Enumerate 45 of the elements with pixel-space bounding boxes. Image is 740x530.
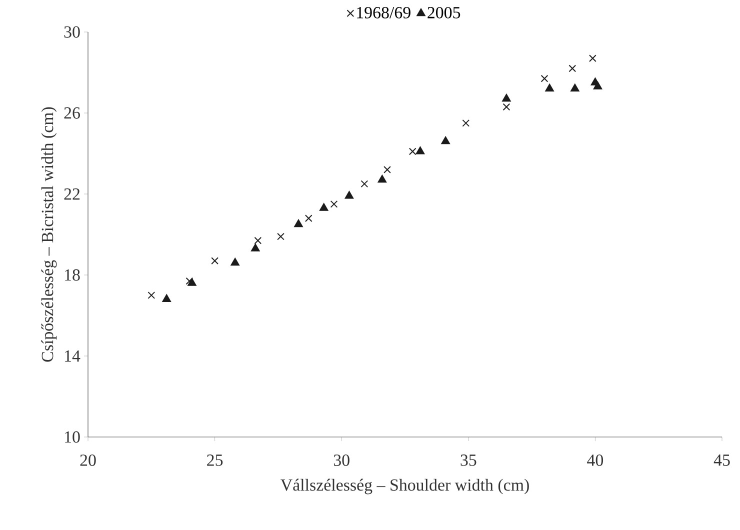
point	[186, 277, 194, 285]
point	[384, 166, 391, 174]
x-tick-label: 35	[460, 454, 476, 466]
y-tick-label: 14	[65, 350, 80, 362]
point	[416, 146, 425, 154]
point	[188, 278, 196, 286]
point	[254, 236, 262, 244]
point	[502, 94, 511, 102]
point	[462, 119, 470, 127]
point	[360, 180, 368, 188]
point	[502, 103, 510, 111]
y-tick-label: 18	[65, 269, 80, 281]
point	[441, 136, 450, 144]
y-tick-label: 26	[64, 107, 80, 119]
point	[250, 244, 260, 252]
x-tick-label: 20	[80, 454, 96, 466]
point	[378, 174, 387, 183]
point	[211, 257, 218, 265]
legend-label: 2005	[428, 6, 460, 18]
point	[330, 200, 338, 208]
point	[568, 64, 576, 72]
y-tick-label: 10	[65, 431, 80, 443]
point	[540, 74, 548, 82]
point	[570, 84, 580, 92]
point	[319, 203, 328, 211]
point	[277, 232, 284, 240]
y-axis-title: Csípőszélesség – Bicristal width (cm)	[41, 107, 57, 362]
point	[588, 54, 596, 62]
point	[162, 294, 172, 302]
x-axis-title: Vállszélesség – Shoulder width (cm)	[280, 478, 529, 494]
x-tick-label: 45	[714, 454, 730, 466]
y-tick-label: 22	[64, 188, 80, 200]
point	[304, 214, 312, 222]
legend-label: 1968/69	[357, 6, 410, 18]
point	[344, 191, 354, 199]
x-tick-label: 40	[587, 454, 604, 466]
point	[230, 258, 240, 266]
point	[408, 148, 416, 156]
y-tick-label: 30	[64, 26, 80, 38]
x-tick-label: 25	[207, 454, 223, 466]
point	[294, 219, 303, 228]
point	[593, 82, 602, 90]
point	[545, 84, 554, 92]
point	[148, 292, 156, 299]
x-tick-label: 30	[334, 454, 350, 466]
